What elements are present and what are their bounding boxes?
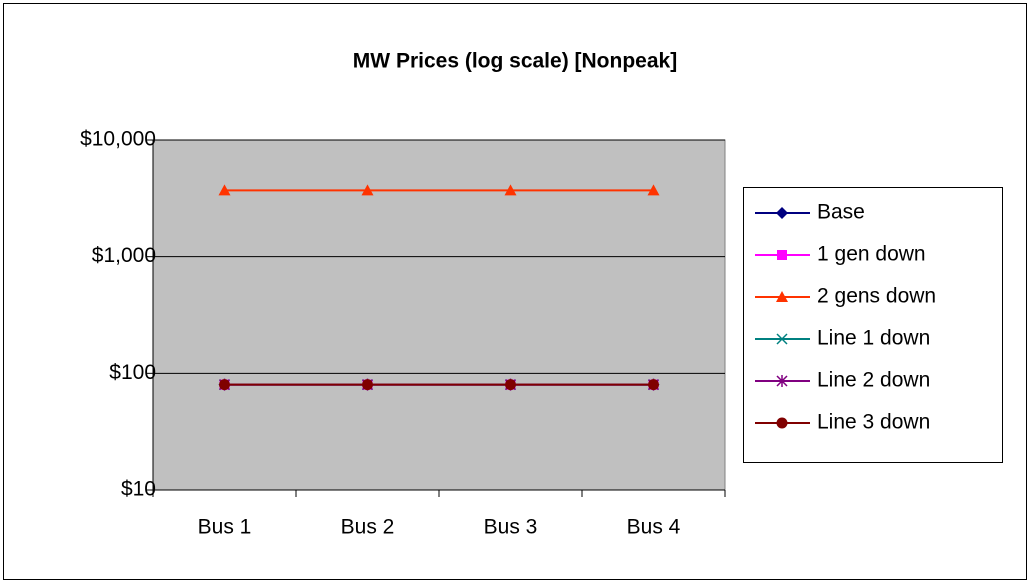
marker (218, 184, 231, 196)
marker (647, 184, 660, 196)
legend-label: Line 1 down (817, 327, 930, 350)
legend-marker (776, 375, 788, 387)
legend (743, 187, 1003, 463)
y-tick-label: $10 (121, 478, 156, 501)
legend-marker (776, 291, 788, 302)
marker (362, 379, 373, 391)
marker (219, 379, 230, 391)
marker (505, 379, 516, 391)
marker (648, 379, 659, 391)
y-tick-label: $10,000 (80, 128, 156, 151)
x-tick-label: Bus 1 (198, 516, 252, 539)
y-tick-label: $1,000 (92, 244, 156, 267)
marker (504, 184, 517, 196)
y-tick-label: $100 (109, 361, 156, 384)
chart-title: MW Prices (log scale) [Nonpeak] (353, 50, 677, 73)
legend-label: Line 3 down (817, 411, 930, 434)
legend-marker (776, 333, 788, 345)
legend-marker (777, 250, 787, 260)
legend-label: Line 2 down (817, 369, 930, 392)
x-tick-label: Bus 3 (484, 516, 538, 539)
marker (361, 184, 374, 196)
legend-marker (776, 207, 788, 219)
x-tick-label: Bus 4 (627, 516, 681, 539)
x-tick-label: Bus 2 (341, 516, 395, 539)
plot-area (152, 139, 726, 491)
legend-marker (776, 417, 788, 429)
legend-label: 2 gens down (817, 285, 936, 308)
legend-label: Base (817, 201, 865, 224)
legend-label: 1 gen down (817, 243, 926, 266)
